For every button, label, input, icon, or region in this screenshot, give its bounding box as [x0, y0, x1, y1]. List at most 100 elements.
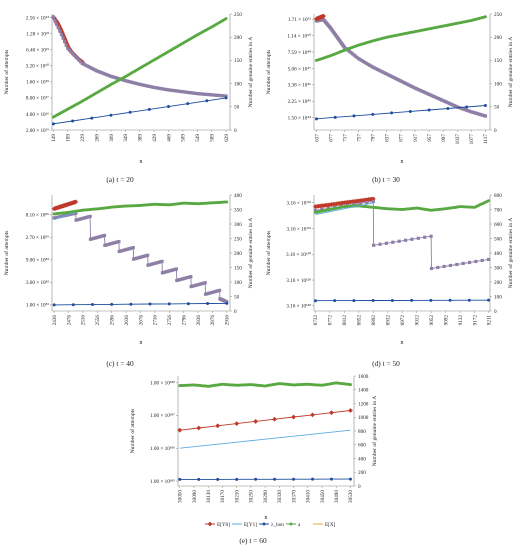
y-left-tick-label: 4.00 × 10¹⁶ [26, 112, 49, 118]
x-tick-label: 9211 [486, 315, 492, 326]
x-tick-label: 2836 [196, 315, 202, 326]
data-point [292, 478, 295, 481]
data-point [468, 299, 471, 302]
y-left-tick-label: 9.00 × 10⁸³ [26, 258, 50, 264]
data-point [197, 478, 200, 481]
x-tick-label: 797 [371, 134, 377, 142]
data-point [487, 258, 490, 261]
data-point [428, 108, 431, 111]
data-point [52, 15, 55, 18]
y-right-tick-label: 200 [494, 35, 502, 41]
data-point [484, 15, 487, 18]
x-tick-label: 509 [181, 134, 187, 142]
y-right-tick-label: 600 [358, 443, 366, 449]
data-point [410, 299, 413, 302]
y-left-axis-title: Number of attempts [265, 50, 272, 95]
data-point [378, 243, 381, 246]
data-point [129, 303, 132, 306]
y-right-tick-label: 1200 [358, 401, 369, 407]
x-tick-label: 30290 [263, 490, 269, 503]
x-tick-label: 2476 [66, 315, 72, 326]
data-point [89, 215, 92, 218]
y-left-tick-label: 6.40 × 10²¹ [26, 47, 49, 53]
y-left-tick-label: 1.00 × 10¹⁸⁸ [150, 380, 175, 386]
data-point [187, 302, 190, 305]
panel-caption: (d) t = 50 [372, 359, 400, 368]
data-point [372, 299, 375, 302]
x-tick-label: 2556 [95, 315, 101, 326]
x-tick-label: 2676 [138, 315, 144, 326]
y-right-tick-label: 1400 [358, 388, 369, 394]
y-right-tick-label: 100 [494, 81, 502, 87]
data-point [175, 267, 178, 270]
x-tick-label: 629 [224, 134, 230, 142]
data-point [206, 302, 209, 305]
x-tick-label: 2916 [225, 315, 231, 326]
y-left-tick-label: 1.00 × 10¹⁸⁵ [150, 479, 175, 485]
y-right-tick-label: 0 [358, 484, 361, 490]
x-tick-label: 1037 [455, 134, 461, 145]
x-tick-label: 1077 [469, 134, 475, 145]
data-point [365, 201, 368, 204]
data-point [189, 275, 192, 278]
y-right-tick-label: 800 [358, 429, 366, 435]
y-left-tick-label: 1.28 × 10²³ [26, 31, 49, 37]
data-point [410, 238, 413, 241]
y-right-tick-label: 350 [234, 207, 242, 213]
y-right-tick-label: 500 [494, 236, 502, 242]
x-tick-label: 309 [109, 134, 115, 142]
data-point [273, 478, 276, 481]
x-tick-label: 917 [413, 134, 419, 142]
data-point [52, 122, 55, 125]
x-tick-label: 30090 [192, 490, 198, 503]
x-tick-label: 189 [66, 134, 72, 142]
y-right-tick-label: 400 [358, 456, 366, 462]
x-axis-title: n [140, 159, 143, 165]
data-point [53, 303, 56, 306]
y-right-tick-label: 300 [234, 222, 242, 228]
data-point [225, 302, 228, 305]
y-right-axis-title: Number of genuine entries in A [507, 37, 514, 108]
data-point [333, 299, 336, 302]
x-tick-label: 1117 [483, 134, 489, 144]
x-tick-label: 8812 [342, 315, 348, 326]
data-point [430, 267, 433, 270]
y-right-tick-label: 0 [494, 309, 497, 315]
data-point [146, 254, 149, 257]
data-point [218, 289, 221, 292]
x-tick-label: 2716 [153, 315, 159, 326]
data-point [487, 199, 490, 202]
x-tick-label: 8892 [371, 315, 377, 326]
y-left-tick-label: 2.56 × 10²⁴ [26, 15, 49, 21]
data-point [429, 235, 432, 238]
y-right-tick-label: 150 [234, 265, 242, 271]
data-point [371, 113, 374, 116]
data-point [205, 99, 208, 102]
data-point [225, 96, 228, 99]
data-point [71, 119, 74, 122]
x-tick-label: 757 [357, 134, 363, 142]
panel-caption: (c) t = 40 [106, 359, 134, 368]
data-point [110, 303, 113, 306]
y-left-tick-label: 7.59 × 10⁴⁸ [288, 50, 312, 56]
legend-swatch-marker [263, 523, 266, 526]
y-left-tick-label: 8.10 × 10⁸⁶ [26, 212, 50, 218]
data-point [487, 299, 490, 302]
x-axis-title: n [401, 340, 404, 346]
data-point [385, 242, 388, 245]
data-point [178, 478, 181, 481]
y-left-tick-label: 3.16 × 10¹³⁰ [286, 252, 311, 258]
data-point [109, 114, 112, 117]
x-tick-label: 8732 [313, 315, 319, 326]
data-point [423, 236, 426, 239]
y-left-axis-title: Number of attempts [3, 50, 10, 95]
data-point [254, 478, 257, 481]
y-right-tick-label: 200 [234, 35, 242, 41]
x-tick-label: 8772 [328, 315, 334, 326]
y-right-tick-label: 100 [234, 280, 242, 286]
y-left-tick-label: 1.60 × 10¹⁹ [26, 80, 49, 86]
y-left-tick-label: 1.00 × 10¹⁸⁶ [150, 446, 175, 452]
y-right-tick-label: 300 [494, 265, 502, 271]
data-point [168, 302, 171, 305]
